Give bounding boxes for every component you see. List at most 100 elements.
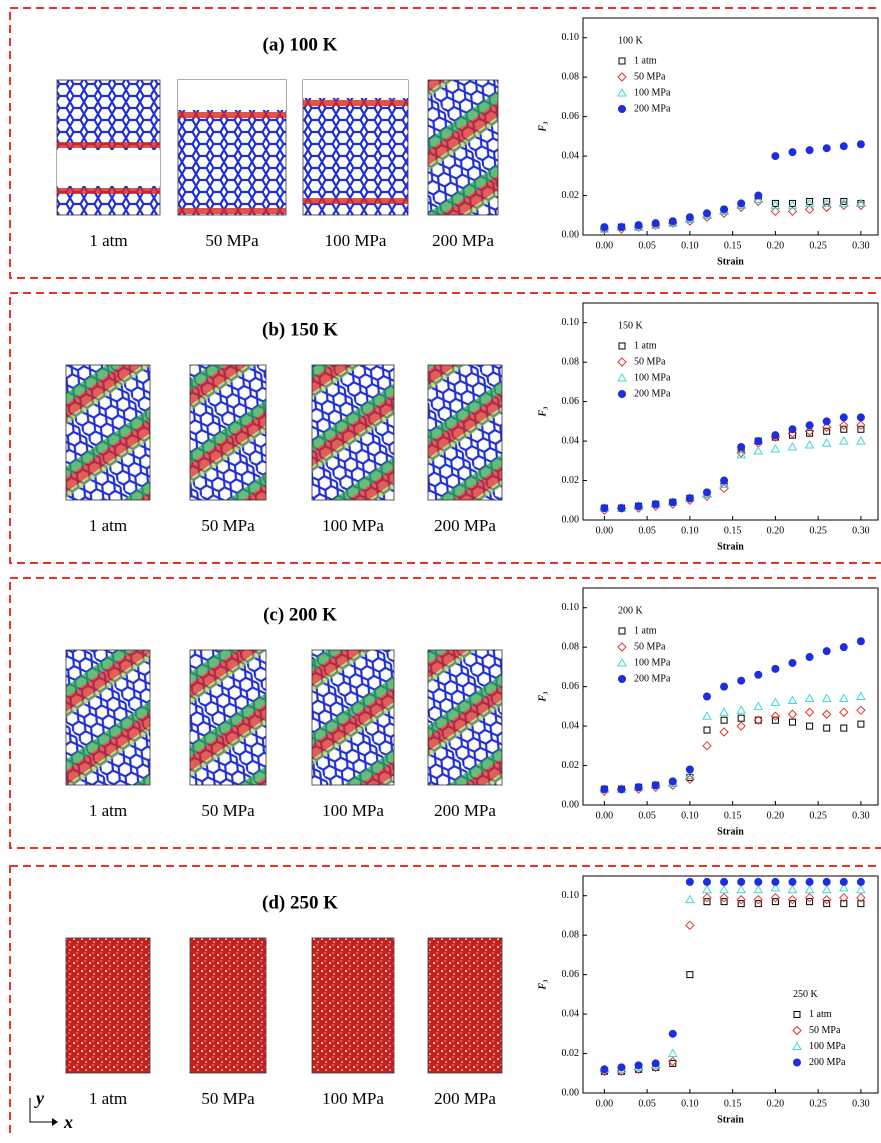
snapshot-label: 200 MPa bbox=[434, 1089, 496, 1108]
marker bbox=[787, 442, 798, 451]
void bbox=[178, 80, 286, 110]
interface bbox=[303, 80, 408, 204]
marker bbox=[651, 781, 660, 790]
marker bbox=[702, 884, 712, 894]
marker bbox=[856, 691, 866, 700]
marker bbox=[737, 900, 745, 908]
marker bbox=[720, 716, 728, 724]
marker bbox=[787, 884, 798, 894]
y-tick-label: 0.02 bbox=[562, 760, 580, 771]
legend-label: 100 MPa bbox=[634, 87, 671, 98]
y-tick-label: 0.10 bbox=[562, 602, 580, 613]
snapshot bbox=[189, 649, 267, 786]
marker bbox=[702, 877, 711, 886]
marker bbox=[838, 693, 849, 702]
marker bbox=[753, 715, 763, 725]
marker bbox=[618, 390, 626, 398]
marker bbox=[771, 152, 780, 161]
panel-title: (c) 200 K bbox=[263, 604, 337, 625]
snapshot bbox=[65, 937, 151, 1074]
marker bbox=[737, 676, 746, 685]
x-tick-label: 0.20 bbox=[767, 810, 785, 821]
marker bbox=[720, 476, 729, 485]
marker bbox=[788, 658, 797, 667]
marker bbox=[634, 502, 643, 511]
x-axis-label: Strain bbox=[717, 1114, 744, 1125]
marker bbox=[856, 413, 865, 422]
x-tick-label: 0.25 bbox=[809, 525, 827, 536]
marker bbox=[720, 877, 729, 886]
x-tick-label: 0.15 bbox=[724, 1098, 742, 1109]
marker bbox=[822, 417, 831, 426]
marker bbox=[617, 357, 627, 367]
legend-label: 100 MPa bbox=[634, 657, 671, 668]
marker bbox=[838, 882, 849, 892]
y-tick-label: 0.08 bbox=[562, 356, 580, 367]
y-tick-label: 0.06 bbox=[562, 396, 580, 407]
marker bbox=[856, 877, 865, 886]
marker bbox=[771, 716, 779, 724]
interface bbox=[178, 80, 286, 214]
marker bbox=[754, 877, 763, 886]
x-tick-label: 0.30 bbox=[852, 525, 870, 536]
marker bbox=[618, 342, 626, 350]
marker bbox=[840, 724, 848, 732]
panel-title: (a) 100 K bbox=[263, 34, 338, 55]
marker bbox=[703, 726, 711, 734]
marker bbox=[856, 892, 866, 903]
marker bbox=[703, 898, 711, 906]
marker bbox=[634, 1061, 643, 1070]
snapshot-label: 1 atm bbox=[89, 231, 127, 250]
marker bbox=[770, 200, 781, 209]
annotation: 200 K bbox=[618, 605, 644, 616]
snapshot-label: 1 atm bbox=[89, 1089, 127, 1108]
marker bbox=[788, 900, 796, 908]
marker bbox=[822, 877, 831, 886]
marker bbox=[668, 1029, 677, 1038]
void bbox=[57, 150, 160, 186]
marker bbox=[719, 892, 729, 903]
marker bbox=[685, 213, 694, 222]
marker bbox=[770, 882, 781, 892]
marker bbox=[617, 372, 627, 382]
snapshot-label: 100 MPa bbox=[322, 801, 384, 820]
snapshot-label: 200 MPa bbox=[434, 516, 496, 535]
x-tick-label: 0.10 bbox=[681, 1098, 699, 1109]
x-axis-label: Strain bbox=[717, 541, 744, 552]
marker bbox=[617, 642, 627, 652]
marker bbox=[686, 971, 694, 979]
marker bbox=[822, 647, 831, 656]
marker bbox=[667, 1048, 678, 1058]
marker bbox=[856, 637, 865, 646]
coord-axes bbox=[29, 1098, 52, 1123]
snapshot-label: 1 atm bbox=[89, 801, 127, 820]
marker bbox=[720, 898, 728, 906]
marker bbox=[753, 445, 764, 455]
marker bbox=[856, 436, 866, 445]
x-tick-label: 0.05 bbox=[638, 810, 656, 821]
snapshot-label: 100 MPa bbox=[322, 516, 384, 535]
marker bbox=[736, 721, 746, 731]
marker bbox=[753, 884, 764, 894]
marker bbox=[668, 217, 677, 226]
marker bbox=[787, 709, 798, 719]
x-tick-label: 0.00 bbox=[596, 240, 614, 251]
marker bbox=[856, 140, 865, 149]
marker bbox=[719, 884, 729, 894]
marker bbox=[617, 657, 627, 667]
marker bbox=[823, 900, 831, 908]
marker bbox=[685, 765, 694, 774]
x-tick-label: 0.25 bbox=[809, 1098, 827, 1109]
marker bbox=[771, 431, 780, 440]
marker bbox=[787, 206, 798, 217]
x-tick-label: 0.10 bbox=[681, 240, 699, 251]
marker bbox=[618, 105, 626, 113]
snapshot-label: 1 atm bbox=[89, 516, 127, 535]
marker bbox=[736, 449, 747, 459]
marker bbox=[618, 57, 626, 65]
snapshot-label: 200 MPa bbox=[434, 801, 496, 820]
marker bbox=[821, 198, 832, 207]
y-tick-label: 0.04 bbox=[562, 150, 580, 161]
x-tick-label: 0.15 bbox=[724, 240, 742, 251]
snapshot bbox=[65, 364, 151, 501]
